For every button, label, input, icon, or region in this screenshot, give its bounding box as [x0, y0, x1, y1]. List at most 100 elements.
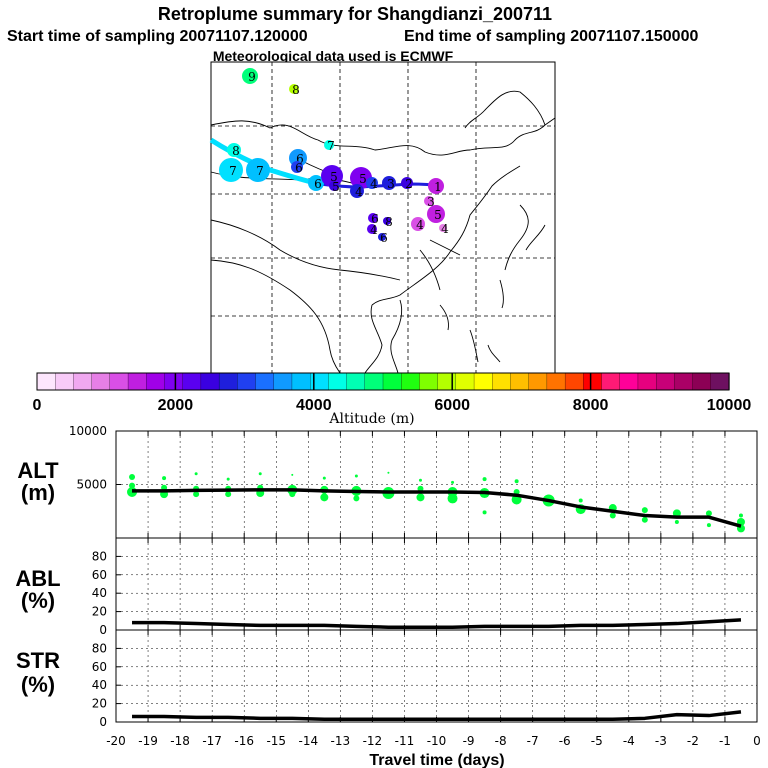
y-tick-label: 60 [92, 568, 107, 582]
colorbar-cell [528, 372, 548, 391]
map-plume-marker: 6 [291, 161, 303, 175]
colorbar-cell [382, 372, 402, 391]
colorbar-cell [674, 372, 694, 391]
map-plume-circle [382, 176, 396, 190]
map-plume-marker: 7 [324, 139, 335, 153]
altitude-scatter-point [447, 493, 458, 504]
colorbar-cell [109, 372, 129, 391]
map-plume-label: 8 [292, 83, 300, 97]
map-plume-label: 7 [229, 164, 237, 178]
map-plume-circle [378, 233, 386, 241]
colorbar-cell [273, 372, 293, 391]
map-plume-circle [291, 161, 303, 173]
map-plume-label: 4 [355, 185, 363, 199]
x-tick-label: -16 [234, 734, 254, 748]
map-plume-marker: 7 [246, 158, 270, 182]
colorbar-tick-label: 10000 [707, 397, 752, 414]
map-plume-circle [383, 217, 391, 225]
colorbar-cell [328, 372, 348, 391]
map-plume-marker: 4 [366, 177, 378, 191]
altitude-scatter-point [418, 478, 422, 482]
x-tick-label: -2 [687, 734, 699, 748]
x-tick-label: -19 [138, 734, 158, 748]
panel-ylabel: (m) [21, 480, 55, 505]
map-plume-marker: 4 [350, 184, 364, 199]
map-plume-label: 6 [380, 231, 388, 245]
series-line-abl [132, 618, 742, 629]
map-plume-circle [366, 177, 378, 189]
map-plume-label: 4 [370, 177, 378, 191]
map-plume-label: 8 [385, 215, 393, 229]
map-plume-label: 3 [387, 177, 395, 191]
altitude-scatter-point [225, 491, 232, 498]
altitude-scatter-point [674, 519, 679, 524]
colorbar-tick-label: 8000 [573, 397, 609, 414]
map-plume-circle [428, 178, 444, 194]
altitude-scatter-point [226, 477, 230, 481]
map-plume-label: 7 [256, 164, 264, 178]
altitude-scatter-point [322, 476, 326, 480]
map-plume-circle [367, 224, 377, 234]
altitude-scatter-point [193, 491, 200, 498]
x-tick-label: -1 [719, 734, 731, 748]
colorbar-tick-label: 0 [33, 397, 42, 414]
altitude-colorbar: 0 2000 4000 6000 8000 10000 Altitude (m) [33, 372, 752, 427]
y-tick-label: 10000 [69, 424, 107, 438]
colorbar-cell [473, 372, 493, 391]
altitude-scatter-point [451, 480, 455, 484]
colorbar-cell [164, 372, 184, 391]
map-plume-marker: 6 [308, 175, 324, 191]
altitude-scatter-point [387, 471, 390, 474]
map-plume-circle [329, 181, 339, 191]
map-coastlines [210, 90, 556, 374]
map-plume-label: 2 [405, 177, 413, 191]
map-plume-marker: 7 [219, 158, 243, 182]
y-tick-label: 20 [92, 697, 107, 711]
colorbar-cell [401, 372, 421, 391]
map-plume-label: 4 [416, 218, 424, 232]
colorbar-cell [237, 372, 257, 391]
y-tick-label: 5000 [76, 478, 107, 492]
map-plume-marker: 6 [378, 231, 388, 245]
colorbar-cell [710, 372, 730, 391]
altitude-scatter-point [291, 473, 294, 476]
altitude-scatter-point [194, 472, 198, 476]
colorbar-cell [419, 372, 439, 391]
map-plume-circle [401, 177, 413, 189]
y-tick-label: 80 [92, 641, 107, 655]
map-plume-circle [242, 68, 258, 84]
colorbar-cell [637, 372, 657, 391]
colorbar-cell [601, 372, 621, 391]
x-tick-label: -18 [170, 734, 190, 748]
map-plume-label: 6 [296, 152, 304, 166]
series-line-alt [132, 488, 742, 528]
x-tick-label: -6 [559, 734, 571, 748]
colorbar-cell [255, 372, 275, 391]
colorbar-cell [127, 372, 147, 391]
panel-ylabel: ALT [17, 458, 59, 483]
x-tick-label: 0 [753, 734, 761, 748]
map-plume-label: 4 [441, 222, 449, 236]
altitude-scatter-point [705, 510, 712, 517]
y-tick-label: 60 [92, 660, 107, 674]
map-plume-label: 6 [371, 212, 379, 226]
panel-alt: 5000 10000 ALT(m) [17, 424, 758, 539]
x-tick-label: -9 [463, 734, 475, 748]
map-plume-label: 5 [359, 172, 367, 186]
map-plume-label: 7 [327, 139, 335, 153]
altitude-scatter-point [353, 495, 360, 502]
altitude-scatter-point [641, 516, 648, 523]
altitude-scatter-point [258, 472, 262, 476]
map-plume-circle [424, 196, 434, 206]
colorbar-frame [36, 372, 730, 391]
map-plume-marker: 4 [367, 223, 378, 237]
map-plume-circle [411, 217, 425, 231]
x-tick-label: -13 [331, 734, 351, 748]
colorbar-cell [346, 372, 366, 391]
colorbar-cell [437, 372, 457, 391]
altitude-scatter-point [609, 512, 616, 519]
map-plume-label: 8 [232, 144, 240, 158]
y-tick-label: 80 [92, 549, 107, 563]
